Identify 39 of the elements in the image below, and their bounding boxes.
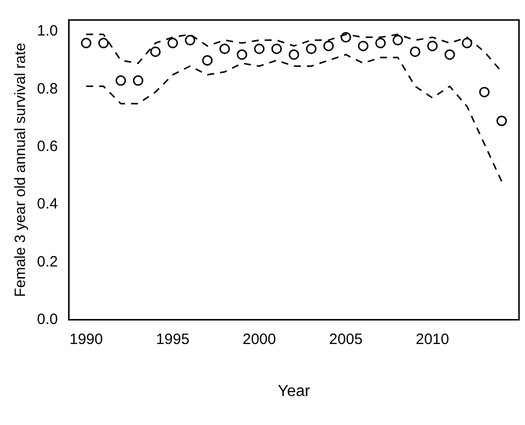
point — [150, 46, 161, 57]
x-tick-label: 2000 — [242, 330, 276, 348]
point — [254, 44, 265, 54]
y-tick-label: 1.0 — [36, 22, 58, 40]
y-tick-label: 0.4 — [36, 196, 58, 213]
point — [98, 38, 109, 48]
point — [132, 75, 144, 86]
point — [236, 49, 248, 60]
point — [340, 32, 352, 43]
point — [479, 86, 490, 98]
point — [496, 116, 507, 126]
x-tick-label: 1990 — [69, 330, 103, 348]
point — [184, 34, 196, 46]
point — [392, 34, 404, 46]
point — [219, 44, 230, 54]
x-axis-title: Year — [278, 382, 311, 400]
y-axis-title: Female 3 year old annual survival rate — [12, 42, 30, 298]
point — [167, 38, 178, 48]
point — [323, 40, 334, 52]
point — [462, 38, 472, 48]
y-tick-label: 0.8 — [36, 80, 58, 98]
y-tick-label: 0.2 — [36, 253, 58, 270]
point — [306, 44, 316, 54]
point — [80, 38, 92, 48]
y-tick-label: 0.6 — [36, 138, 58, 155]
x-tick-label: 2010 — [416, 330, 450, 348]
x-tick-label: 1995 — [156, 330, 190, 348]
point — [427, 40, 438, 52]
point — [116, 75, 126, 86]
point — [202, 55, 213, 66]
x-tick-label: 2005 — [329, 330, 363, 348]
point — [271, 44, 282, 54]
point — [375, 38, 386, 48]
line-series — [85, 54, 502, 182]
point — [358, 40, 368, 52]
y-tick-label: 0.0 — [36, 310, 58, 328]
point — [410, 46, 420, 57]
point — [288, 49, 300, 60]
point — [444, 49, 455, 60]
